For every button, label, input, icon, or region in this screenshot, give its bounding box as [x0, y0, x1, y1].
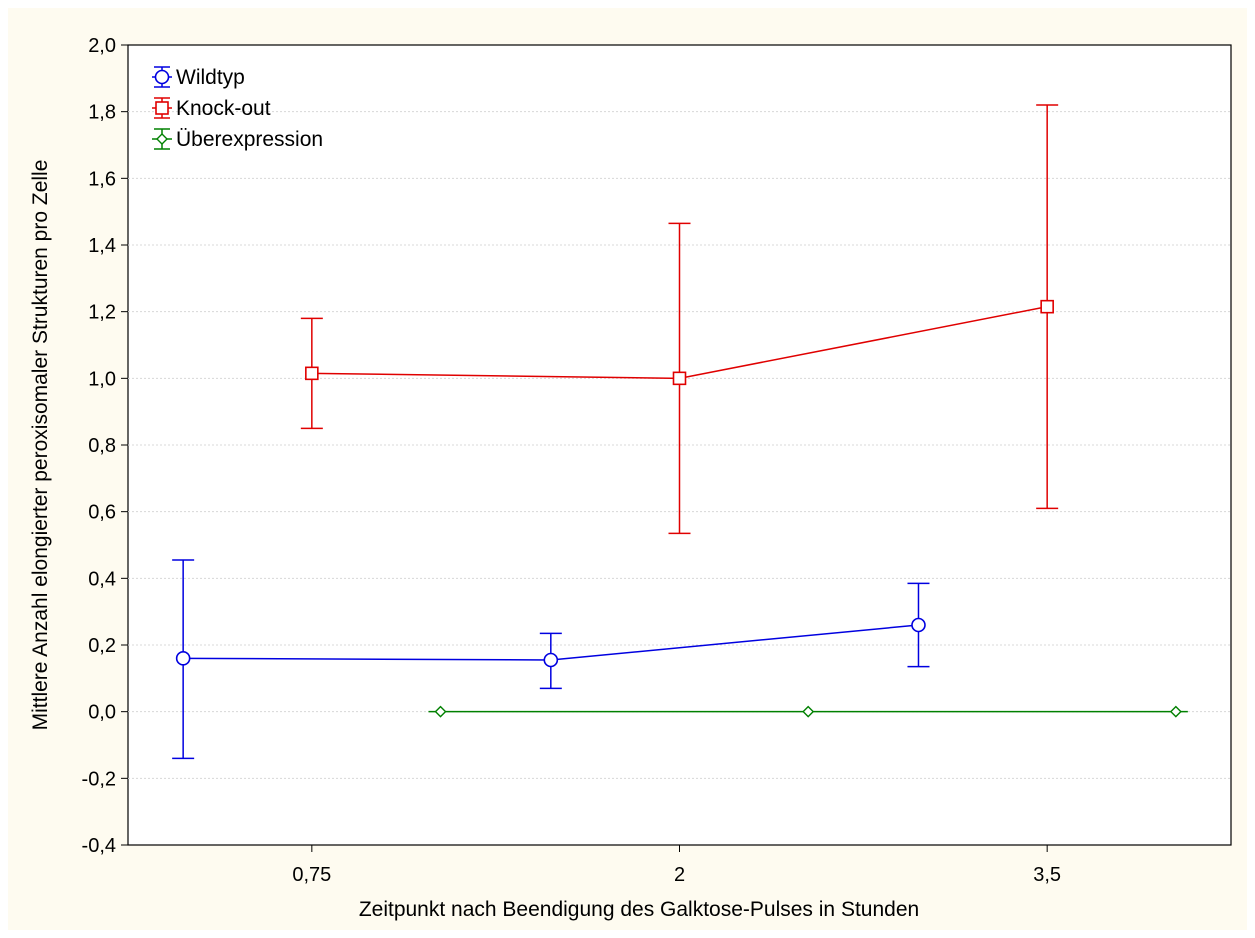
data-point: [434, 705, 447, 718]
y-tick-label: 0,6: [88, 502, 116, 524]
data-point: [672, 371, 687, 386]
data-point: [802, 705, 815, 718]
y-tick-label: 0,0: [88, 702, 116, 724]
series-1: [300, 104, 1059, 535]
y-tick-label: -0,4: [82, 835, 116, 857]
legend-label: Knock-out: [176, 97, 271, 120]
y-axis: -0,4 -0,2 0,0 0,2 0,4 0,6 0,8 1,0 1,2 1,4 1,6 1,8 2,…: [82, 35, 128, 857]
x-tick-label: 0,75: [292, 864, 331, 886]
legend-label: Überexpression: [176, 128, 323, 151]
x-tick-label: 3,5: [1033, 864, 1061, 886]
x-tick-label: 2: [674, 864, 685, 886]
series-0: [172, 559, 930, 760]
y-tick-label: 0,4: [88, 568, 116, 590]
data-point: [156, 133, 168, 145]
data-point: [155, 101, 169, 115]
y-tick-label: 0,8: [88, 435, 116, 457]
data-point: [305, 366, 319, 381]
y-tick-label: 1,2: [88, 302, 116, 324]
legend-item-1: Knock-out: [152, 97, 271, 120]
y-tick-label: 0,2: [88, 635, 116, 657]
y-tick-label: 1,4: [88, 235, 116, 257]
y-tick-label: 1,0: [88, 368, 116, 390]
data-point: [911, 617, 926, 633]
data-point: [1040, 299, 1054, 314]
data-point: [543, 652, 559, 668]
y-tick-label: -0,2: [82, 768, 116, 790]
legend-item-0: Wildtyp: [152, 66, 245, 89]
series-2: [428, 705, 1188, 718]
data-point: [1169, 705, 1182, 718]
legend-item-2: Überexpression: [152, 128, 323, 151]
series-layer: [172, 104, 1188, 760]
y-tick-label: 2,0: [88, 35, 116, 57]
legend: Wildtyp Knock-out Überexpression: [152, 66, 323, 151]
x-axis-title: Zeitpunkt nach Beendigung des Galktose-P…: [359, 898, 919, 921]
data-point: [175, 651, 191, 666]
y-axis-title: Mittlere Anzahl elongierter peroxisomale…: [29, 160, 52, 731]
y-tick-label: 1,8: [88, 102, 116, 124]
legend-label: Wildtyp: [176, 66, 245, 89]
x-axis: 0,75 2 3,5: [292, 845, 1061, 886]
y-tick-label: 1,6: [88, 168, 116, 190]
data-point: [154, 69, 170, 85]
